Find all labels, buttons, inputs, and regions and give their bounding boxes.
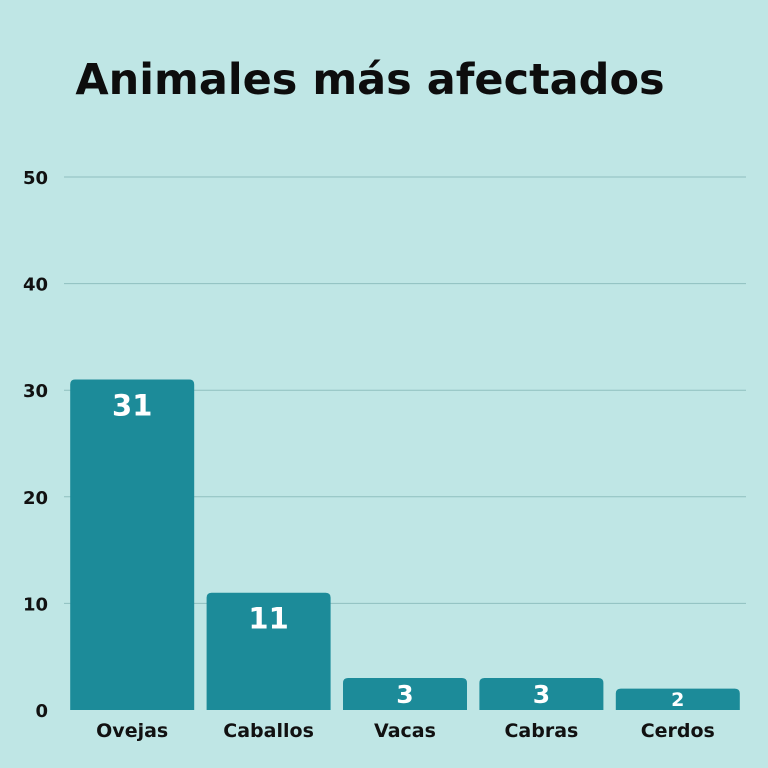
x-tick-label: Cabras	[504, 720, 578, 742]
y-tick-label: 40	[23, 275, 48, 296]
x-axis: Ovejas Caballos Vacas Cabras Cerdos	[96, 720, 715, 742]
data-label: 2	[671, 689, 684, 711]
bar-caballos	[206, 592, 331, 710]
y-tick-label: 50	[23, 168, 48, 189]
y-tick-label: 0	[35, 701, 48, 722]
y-tick-label: 10	[23, 594, 48, 615]
bar-cabras	[479, 678, 604, 710]
y-tick-label: 20	[23, 488, 48, 509]
data-label: 11	[248, 602, 288, 636]
x-tick-label: Cerdos	[641, 720, 715, 742]
x-tick-label: Vacas	[374, 720, 436, 742]
bar-vacas	[343, 678, 467, 710]
data-label: 3	[396, 680, 413, 709]
x-tick-label: Caballos	[223, 720, 314, 742]
data-label: 31	[112, 389, 152, 423]
bars: 31 11 3 3 2	[70, 379, 740, 711]
bar-cerdos	[615, 688, 740, 710]
y-tick-label: 30	[23, 381, 48, 402]
y-axis: 0 10 20 30 40 50	[23, 168, 48, 722]
chart-title: Animales más afectados	[75, 55, 664, 105]
bar-ovejas	[70, 379, 195, 710]
data-label: 3	[533, 680, 550, 709]
x-tick-label: Ovejas	[96, 720, 168, 742]
